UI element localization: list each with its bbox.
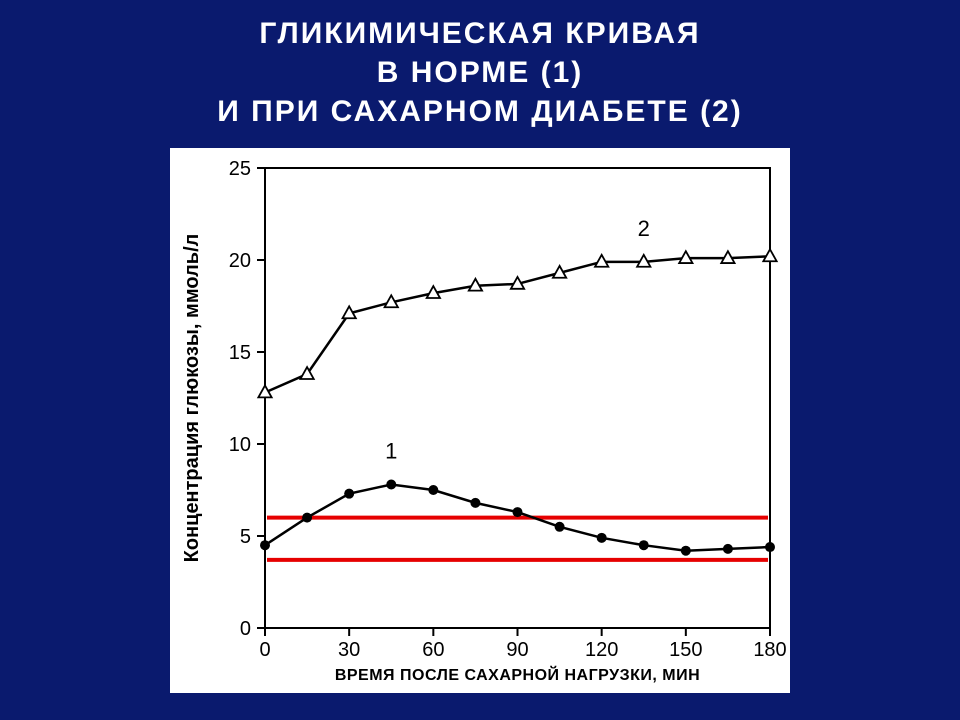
y-tick-label: 25 <box>229 158 251 180</box>
chart-panel: 0 5 10 15 20 25 0 30 60 90 120 150 180 Концентрация г… <box>170 148 790 693</box>
x-tick-label: 60 <box>422 639 444 661</box>
marker-normal <box>723 544 733 554</box>
series-label-diabetes: 2 <box>638 216 650 241</box>
title-line-3: И ПРИ САХАРНОМ ДИАБЕТЕ (2) <box>0 92 960 131</box>
y-tick-label: 5 <box>240 526 251 548</box>
y-tick-label: 15 <box>229 342 251 364</box>
marker-normal <box>765 542 775 552</box>
x-axis-label: ВРЕМЯ ПОСЛЕ САХАРНОЙ НАГРУЗКИ, МИН <box>335 665 700 684</box>
marker-normal <box>260 540 270 550</box>
marker-diabetes <box>763 249 776 261</box>
glycemic-curve-chart: 0 5 10 15 20 25 0 30 60 90 120 150 180 Концентрация г… <box>170 148 790 693</box>
y-tick-label: 10 <box>229 434 251 456</box>
marker-normal <box>344 489 354 499</box>
y-tick-label: 0 <box>240 618 251 640</box>
marker-normal <box>681 546 691 556</box>
marker-normal <box>470 498 480 508</box>
title-line-2: В НОРМЕ (1) <box>0 53 960 92</box>
marker-normal <box>639 540 649 550</box>
marker-normal <box>555 522 565 532</box>
y-axis-label: Концентрация глюкозы, ммоль/л <box>181 234 203 563</box>
marker-normal <box>386 479 396 489</box>
slide: ГЛИКИМИЧЕСКАЯ КРИВАЯ В НОРМЕ (1) И ПРИ С… <box>0 0 960 720</box>
x-tick-label: 0 <box>259 639 270 661</box>
series-label-normal: 1 <box>385 439 397 464</box>
marker-normal <box>597 533 607 543</box>
x-tick-label: 90 <box>506 639 528 661</box>
x-tick-label: 30 <box>338 639 360 661</box>
title-line-1: ГЛИКИМИЧЕСКАЯ КРИВАЯ <box>0 14 960 53</box>
x-tick-label: 120 <box>585 639 618 661</box>
marker-normal <box>302 513 312 523</box>
marker-normal <box>428 485 438 495</box>
slide-title: ГЛИКИМИЧЕСКАЯ КРИВАЯ В НОРМЕ (1) И ПРИ С… <box>0 0 960 131</box>
x-tick-label: 150 <box>669 639 702 661</box>
marker-normal <box>513 507 523 517</box>
x-tick-label: 180 <box>753 639 786 661</box>
y-tick-label: 20 <box>229 250 251 272</box>
